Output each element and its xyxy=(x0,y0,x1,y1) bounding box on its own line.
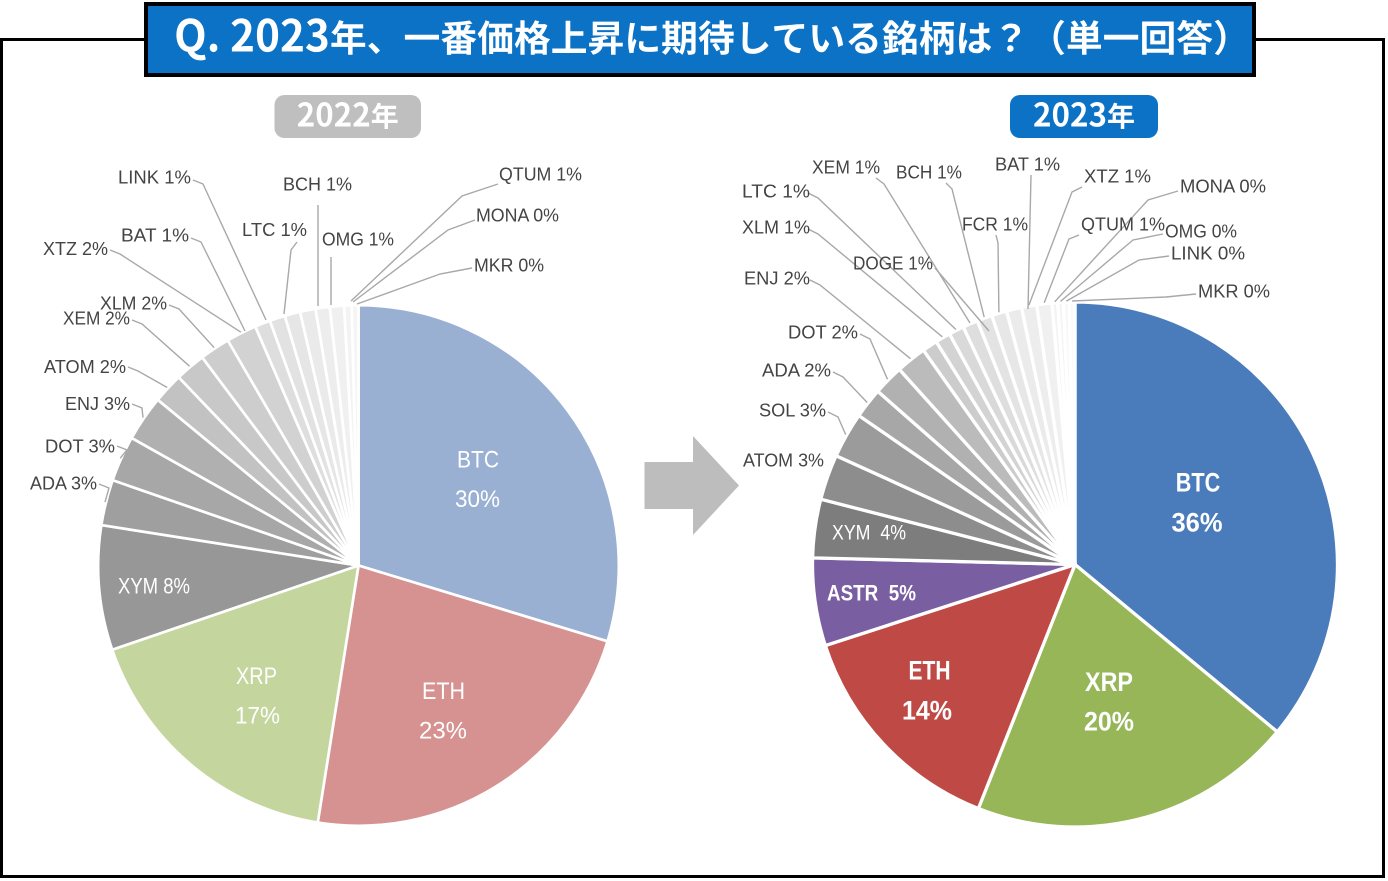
svg-text:QTUM 1%: QTUM 1% xyxy=(499,164,582,185)
svg-text:OMG 1%: OMG 1% xyxy=(322,229,394,250)
svg-text:XEM 2%: XEM 2% xyxy=(63,308,130,329)
svg-text:BAT 1%: BAT 1% xyxy=(121,225,189,246)
svg-text:DOT 2%: DOT 2% xyxy=(788,322,858,343)
svg-text:30%: 30% xyxy=(455,486,500,513)
svg-text:14%: 14% xyxy=(902,696,952,726)
svg-text:LTC 1%: LTC 1% xyxy=(242,219,307,240)
svg-text:ETH: ETH xyxy=(422,678,465,705)
svg-text:QTUM 1%: QTUM 1% xyxy=(1081,214,1165,235)
svg-text:XEM 1%: XEM 1% xyxy=(812,157,880,178)
svg-text:ASTR 5%: ASTR 5% xyxy=(827,581,916,606)
svg-text:36%: 36% xyxy=(1172,508,1223,538)
svg-text:MONA 0%: MONA 0% xyxy=(1180,176,1266,197)
svg-text:XRP: XRP xyxy=(1085,667,1133,697)
svg-text:XTZ 1%: XTZ 1% xyxy=(1084,166,1151,187)
svg-text:MKR 0%: MKR 0% xyxy=(1198,281,1270,302)
svg-text:ATOM 2%: ATOM 2% xyxy=(44,356,126,377)
svg-text:XLM 2%: XLM 2% xyxy=(100,293,167,314)
svg-text:SOL 3%: SOL 3% xyxy=(759,400,826,421)
svg-text:ATOM 3%: ATOM 3% xyxy=(743,450,824,471)
svg-text:XTZ 2%: XTZ 2% xyxy=(43,238,108,259)
svg-text:BCH 1%: BCH 1% xyxy=(283,174,352,195)
svg-text:BTC: BTC xyxy=(457,447,499,474)
svg-text:ADA 2%: ADA 2% xyxy=(762,360,831,381)
svg-text:XYM 4%: XYM 4% xyxy=(832,522,906,545)
svg-text:20%: 20% xyxy=(1084,707,1134,737)
svg-text:ADA 3%: ADA 3% xyxy=(30,473,97,494)
svg-text:OMG 0%: OMG 0% xyxy=(1165,221,1237,242)
svg-text:DOGE 1%: DOGE 1% xyxy=(853,253,933,274)
svg-text:ETH: ETH xyxy=(909,656,951,686)
svg-text:XYM 8%: XYM 8% xyxy=(118,574,190,599)
svg-text:DOT 3%: DOT 3% xyxy=(45,436,115,457)
svg-text:LTC 1%: LTC 1% xyxy=(742,181,810,202)
svg-text:ENJ 2%: ENJ 2% xyxy=(744,268,810,289)
svg-text:FCR 1%: FCR 1% xyxy=(962,214,1028,235)
svg-text:XRP: XRP xyxy=(236,663,277,690)
svg-text:BCH 1%: BCH 1% xyxy=(896,162,962,183)
svg-text:LINK 1%: LINK 1% xyxy=(118,167,191,188)
svg-text:MKR 0%: MKR 0% xyxy=(474,255,544,276)
svg-text:ENJ 3%: ENJ 3% xyxy=(65,393,130,414)
svg-text:MONA 0%: MONA 0% xyxy=(476,205,559,226)
svg-text:BTC: BTC xyxy=(1176,468,1221,498)
svg-text:17%: 17% xyxy=(235,703,280,730)
svg-text:23%: 23% xyxy=(419,718,467,745)
svg-text:XLM 1%: XLM 1% xyxy=(742,217,810,238)
svg-text:LINK 0%: LINK 0% xyxy=(1171,243,1245,264)
svg-text:BAT 1%: BAT 1% xyxy=(995,154,1060,175)
